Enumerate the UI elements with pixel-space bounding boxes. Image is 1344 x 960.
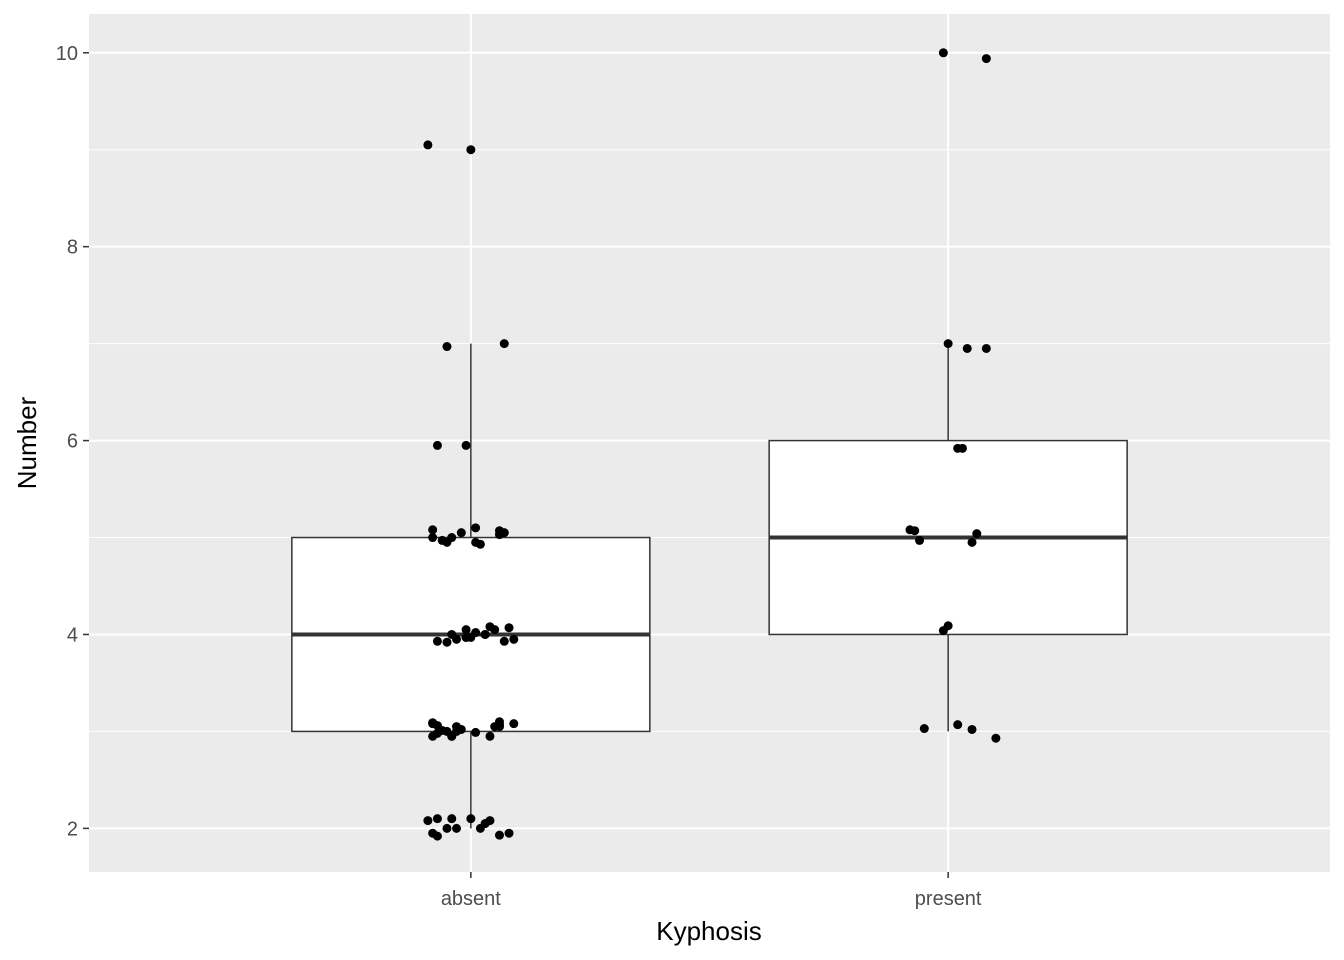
data-point-absent <box>432 440 442 450</box>
data-point-present <box>967 724 977 734</box>
data-point-absent <box>461 625 471 635</box>
data-point-absent <box>447 814 457 824</box>
y-tick-label: 4 <box>67 624 78 646</box>
data-point-present <box>953 443 963 453</box>
data-point-absent <box>442 823 452 833</box>
data-point-present <box>953 720 963 730</box>
data-point-absent <box>456 724 466 734</box>
data-point-present <box>938 48 948 58</box>
y-tick-label: 8 <box>67 237 78 259</box>
data-point-present <box>981 343 991 353</box>
data-point-absent <box>471 537 481 547</box>
y-axis-title: Number <box>12 396 42 489</box>
data-point-absent <box>509 634 519 644</box>
x-axis-title: Kyphosis <box>656 916 762 946</box>
data-point-present <box>915 535 925 545</box>
data-point-absent <box>504 828 514 838</box>
data-point-absent <box>509 719 519 729</box>
data-point-absent <box>423 816 433 826</box>
data-point-absent <box>480 819 490 829</box>
data-point-absent <box>494 830 504 840</box>
data-point-absent <box>456 528 466 538</box>
axis-ticks <box>83 52 949 878</box>
data-point-absent <box>432 636 442 646</box>
data-point-present <box>943 339 953 349</box>
data-point-absent <box>442 637 452 647</box>
data-point-absent <box>471 523 481 533</box>
data-point-absent <box>428 533 438 543</box>
data-point-absent <box>466 814 476 824</box>
data-point-absent <box>466 145 476 155</box>
y-tick-label: 6 <box>67 431 78 453</box>
y-tick-label: 10 <box>56 43 78 65</box>
data-point-present <box>972 529 982 539</box>
data-point-absent <box>485 731 495 741</box>
data-point-absent <box>442 342 452 352</box>
data-point-absent <box>442 537 452 547</box>
data-point-present <box>962 343 972 353</box>
data-point-absent <box>452 823 462 833</box>
data-point-absent <box>504 623 514 633</box>
data-point-absent <box>494 720 504 730</box>
y-tick-labels: 2 4 6 8 10 <box>56 43 78 841</box>
data-point-absent <box>432 831 442 841</box>
box-present <box>768 343 1128 732</box>
data-point-present <box>967 537 977 547</box>
data-point-absent <box>428 525 438 535</box>
data-point-absent <box>499 339 509 349</box>
data-point-absent <box>499 636 509 646</box>
data-point-present <box>919 724 929 734</box>
jitter-points-layer <box>423 48 1001 841</box>
data-point-absent <box>432 728 442 738</box>
data-point-present <box>943 621 953 631</box>
data-point-absent <box>471 727 481 737</box>
data-point-present <box>991 733 1001 743</box>
data-point-absent <box>466 632 476 642</box>
data-point-absent <box>480 629 490 639</box>
data-point-absent <box>432 814 442 824</box>
y-tick-label: 2 <box>67 818 78 840</box>
data-point-absent <box>461 440 471 450</box>
x-tick-labels: absent present <box>441 888 982 910</box>
data-point-present <box>910 526 920 536</box>
data-point-absent <box>423 140 433 150</box>
x-tick-label-present: present <box>915 888 982 910</box>
plot-panel <box>89 14 1330 872</box>
data-point-absent <box>452 634 462 644</box>
data-point-present <box>981 54 991 64</box>
data-point-absent <box>490 625 500 635</box>
data-point-absent <box>494 530 504 540</box>
data-point-absent <box>447 731 457 741</box>
x-tick-label-absent: absent <box>441 888 501 910</box>
